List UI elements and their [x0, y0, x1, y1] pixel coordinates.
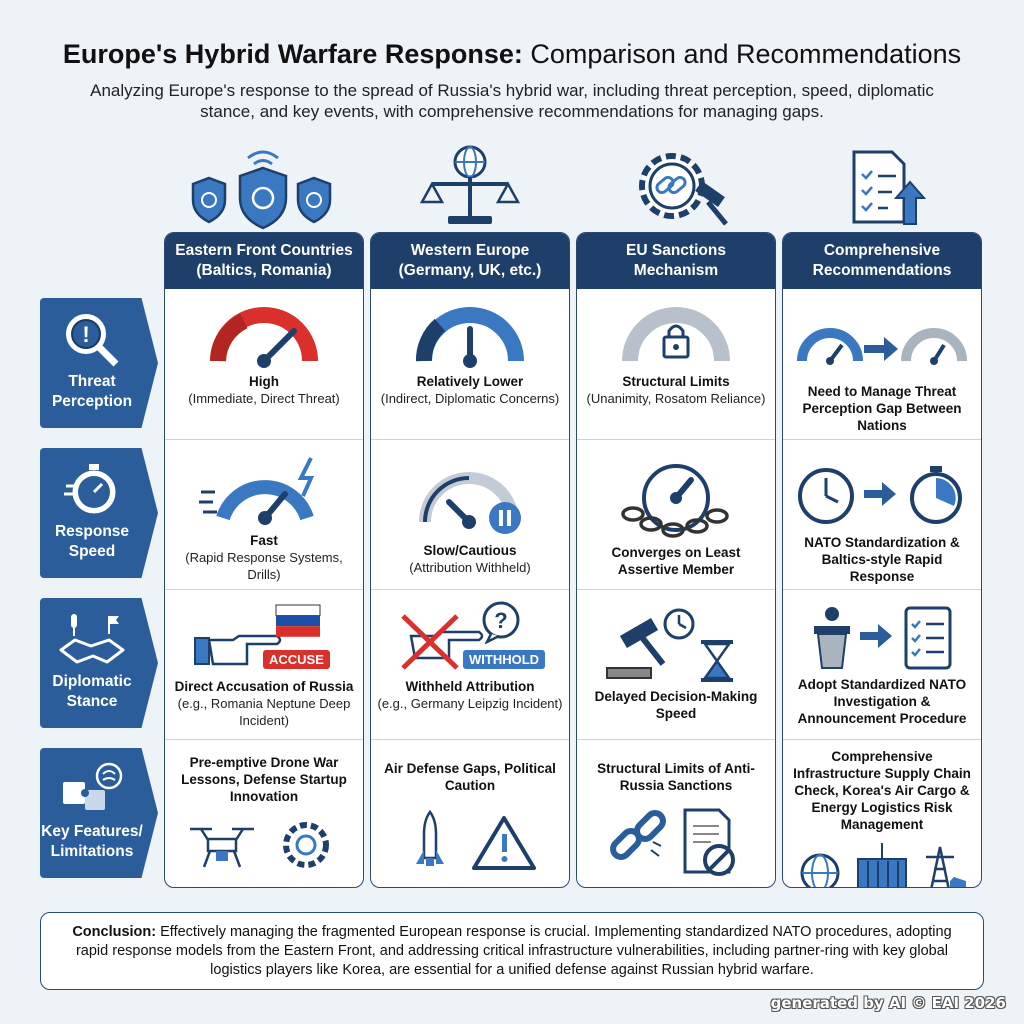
- cell-title: Air Defense Gaps, Political Caution: [384, 761, 556, 793]
- cell-key-features: Air Defense Gaps, Political Caution: [371, 739, 569, 887]
- row-label-text: Threat Perception: [51, 373, 133, 410]
- cell-title: Converges on Least Assertive Member: [611, 545, 741, 577]
- cell-title: Pre-emptive Drone War Lessons, Defense S…: [181, 755, 347, 804]
- conclusion-label: Conclusion:: [72, 924, 157, 940]
- gauge-lock-icon: [622, 307, 730, 362]
- scales-globe-icon: [419, 145, 521, 224]
- conclusion-box: Conclusion: Effectively managing the fra…: [40, 912, 984, 990]
- broken-chain-document-icon: [610, 808, 735, 876]
- column-header: Comprehensive Recommendations: [783, 233, 981, 289]
- cell-title: Delayed Decision-Making Speed: [594, 689, 758, 721]
- gauge-arrow-gauge-icon: [797, 328, 967, 365]
- page-title: Europe's Hybrid Warfare Response: Compar…: [0, 38, 1024, 70]
- row-label-threat-perception: ! Threat Perception: [40, 298, 158, 428]
- svg-text:?: ?: [494, 608, 507, 633]
- page-subtitle: Analyzing Europe's response to the sprea…: [90, 81, 934, 121]
- cell-title: Slow/Cautious: [423, 543, 517, 558]
- globe-container-pylon-icon: [800, 843, 966, 887]
- row-label-diplomatic-stance: Diplomatic Stance: [40, 598, 158, 728]
- cell-threat-perception: High (Immediate, Direct Threat): [165, 289, 363, 439]
- clock-arrow-stopwatch-icon: [798, 466, 962, 524]
- cell-response-speed: NATO Standardization & Baltics-style Rap…: [783, 439, 981, 589]
- puzzle-brain-icon: [63, 762, 123, 810]
- cell-subtitle: (Attribution Withheld): [409, 560, 531, 575]
- cell-subtitle: (e.g., Romania Neptune Deep Incident): [177, 696, 351, 728]
- gauge-mid-icon: [416, 307, 524, 368]
- drone-gear-icon: [190, 822, 329, 868]
- cell-key-features: Structural Limits of Anti-Russia Sanctio…: [577, 739, 775, 887]
- gavel-clock-hourglass-icon: [606, 608, 733, 682]
- row-label-text: Diplomatic Stance: [52, 673, 132, 710]
- cell-diplomatic-stance: ? WITHHOLD Withheld Attribution (e.g., G…: [371, 589, 569, 739]
- conclusion-text: Effectively managing the fragmented Euro…: [75, 924, 952, 978]
- cell-response-speed: Converges on Least Assertive Member: [577, 439, 775, 589]
- row-label-key-features: Key Features/ Limitations: [40, 748, 158, 878]
- checklist-upload-icon: [852, 150, 927, 225]
- speedometer-fast-icon: [199, 457, 315, 525]
- row-label-text: Response Speed: [54, 523, 130, 560]
- column-eastern-front: Eastern Front Countries (Baltics, Romani…: [164, 232, 364, 888]
- gauge-pause-icon: [419, 472, 521, 534]
- cell-key-features: Comprehensive Infrastructure Supply Chai…: [783, 739, 981, 887]
- cell-response-speed: Fast (Rapid Response Systems, Drills): [165, 439, 363, 589]
- stopwatch-icon: [64, 464, 116, 514]
- cell-subtitle: (Immediate, Direct Threat): [188, 391, 340, 406]
- cell-subtitle: (e.g., Germany Leipzig Incident): [377, 696, 563, 711]
- russia-flag-icon: [275, 604, 321, 637]
- shields-icon: [191, 150, 332, 230]
- svg-text:!: !: [82, 322, 89, 347]
- magnifier-exclamation-icon: !: [66, 314, 119, 367]
- column-header: EU Sanctions Mechanism: [577, 233, 775, 289]
- row-label-response-speed: Response Speed: [40, 448, 158, 578]
- handshake-icon: [59, 614, 125, 664]
- missile-warning-icon: [416, 810, 536, 870]
- cell-title: Fast: [250, 533, 278, 548]
- cell-threat-perception: Need to Manage Threat Perception Gap Bet…: [783, 289, 981, 439]
- cell-response-speed: Slow/Cautious (Attribution Withheld): [371, 439, 569, 589]
- cell-title: Need to Manage Threat Perception Gap Bet…: [802, 384, 962, 433]
- column-recommendations: Comprehensive Recommendations Need to Ma…: [782, 232, 982, 888]
- title-bold: Europe's Hybrid Warfare Response:: [62, 39, 523, 69]
- crossed-hand-icon: [401, 614, 484, 670]
- gear-chain-gavel-icon: [639, 153, 728, 226]
- cell-title: Comprehensive Infrastructure Supply Chai…: [793, 749, 971, 832]
- cell-title: Withheld Attribution: [405, 679, 535, 694]
- podium-arrow-checklist-icon: [814, 606, 952, 670]
- gauge-high-icon: [210, 307, 318, 368]
- cell-subtitle: (Unanimity, Rosatom Reliance): [586, 391, 766, 406]
- cell-title: Structural Limits of Anti-Russia Sanctio…: [597, 761, 755, 793]
- cell-subtitle: (Indirect, Diplomatic Concerns): [380, 391, 560, 406]
- cell-threat-perception: Structural Limits (Unanimity, Rosatom Re…: [577, 289, 775, 439]
- cell-diplomatic-stance: Delayed Decision-Making Speed: [577, 589, 775, 739]
- pointing-hand-icon: [194, 634, 282, 666]
- gauge-chain-icon: [621, 464, 729, 538]
- column-western-europe: Western Europe (Germany, UK, etc.) Relat…: [370, 232, 570, 888]
- cell-subtitle: (Rapid Response Systems, Drills): [185, 550, 343, 582]
- column-eu-sanctions: EU Sanctions Mechanism Structural Limits…: [576, 232, 776, 888]
- question-bubble-icon: ?: [482, 601, 520, 644]
- column-header: Western Europe (Germany, UK, etc.): [371, 233, 569, 289]
- column-header: Eastern Front Countries (Baltics, Romani…: [165, 233, 363, 289]
- cell-threat-perception: Relatively Lower (Indirect, Diplomatic C…: [371, 289, 569, 439]
- cell-title: Adopt Standardized NATO Investigation & …: [797, 677, 967, 726]
- cell-diplomatic-stance: Adopt Standardized NATO Investigation & …: [783, 589, 981, 739]
- cell-title: NATO Standardization & Baltics-style Rap…: [804, 535, 960, 584]
- cell-key-features: Pre-emptive Drone War Lessons, Defense S…: [165, 739, 363, 887]
- cell-title: Direct Accusation of Russia: [174, 679, 354, 694]
- cell-title: Relatively Lower: [416, 374, 524, 389]
- cell-title: High: [249, 374, 279, 389]
- withhold-badge: WITHHOLD: [463, 650, 546, 669]
- accuse-badge: ACCUSE: [263, 650, 330, 669]
- cell-title: Structural Limits: [622, 374, 730, 389]
- cell-diplomatic-stance: ACCUSE Direct Accusation of Russia (e.g.…: [165, 589, 363, 739]
- footer-credit: generated by AI © EAI 2026: [770, 994, 1006, 1012]
- row-label-text: Key Features/ Limitations: [41, 823, 143, 860]
- title-rest: Comparison and Recommendations: [522, 39, 962, 69]
